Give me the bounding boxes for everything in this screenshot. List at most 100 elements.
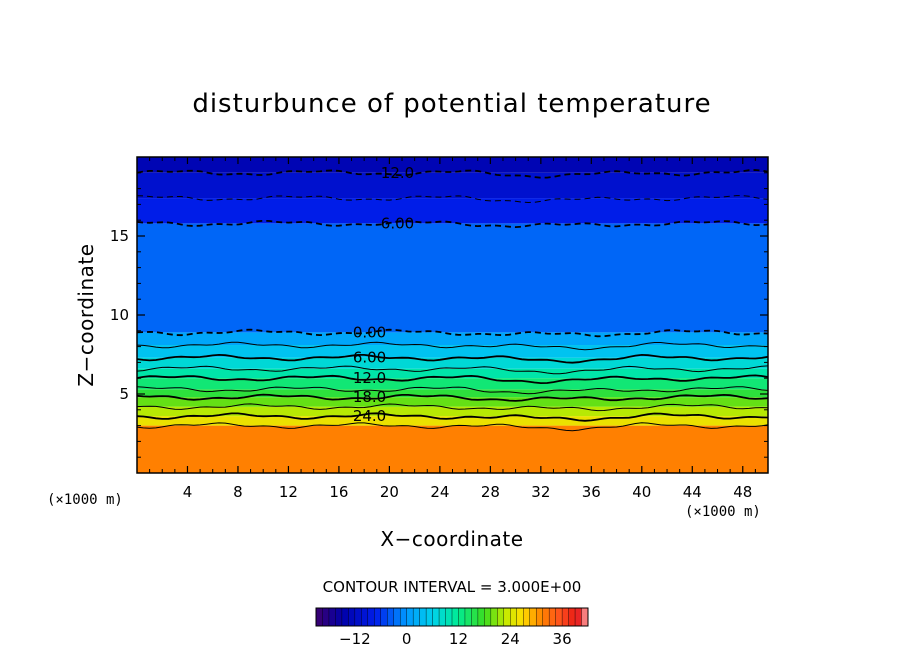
y-tick-label: 15: [110, 227, 129, 245]
contour-label: 0.00: [353, 323, 386, 341]
contour-band: [137, 406, 768, 417]
colorbar-bin: [535, 607, 544, 627]
contour-line: [137, 365, 768, 375]
colorbar-bin: [503, 607, 511, 627]
contour-label: 12.0: [353, 369, 386, 387]
plot-area: -12.0 -6.00 0.00 6.00 12.018.024.0: [136, 156, 769, 474]
x-tick-label: 44: [683, 483, 702, 501]
x-tick-label: 12: [279, 483, 298, 501]
colorbar-bin: [471, 607, 479, 627]
contour-label: 6.00: [353, 349, 386, 367]
colorbar-bin: [393, 607, 401, 627]
colorbar-tick-labels: −12 0 12 24 36: [339, 630, 572, 648]
y-axis-label: Z−coordinate: [74, 243, 98, 386]
contour-lines: [137, 169, 768, 432]
contour-line: [137, 195, 768, 204]
colorbar-bin: [484, 607, 492, 627]
x-tick-label: 20: [380, 483, 399, 501]
y-tick-label: 5: [119, 385, 129, 403]
y-axis-ticks: 5 10 15: [110, 172, 768, 458]
colorbar: [315, 607, 589, 627]
colorbar-bin: [445, 607, 453, 627]
colorbar-tick-label: 24: [501, 630, 520, 648]
colorbar-bin: [419, 607, 427, 627]
x-tick-label: 24: [430, 483, 449, 501]
contour-label: -12.0: [375, 164, 414, 182]
colorbar-bin: [581, 607, 589, 627]
x-tick-label: 32: [531, 483, 550, 501]
chart-title: disturbunce of potential temperature: [192, 89, 711, 119]
colorbar-bin: [477, 607, 485, 627]
x-axis-label: X−coordinate: [380, 527, 523, 551]
colorbar-bin: [425, 607, 434, 627]
contour-band: [137, 357, 768, 369]
x-axis-unit: (×1000 m): [685, 504, 761, 520]
contour-band: [137, 397, 768, 407]
contour-label: -6.00: [375, 214, 414, 232]
contour-band: [137, 416, 768, 426]
colorbar-bin: [529, 607, 537, 627]
colorbar-bin: [490, 607, 498, 627]
colorbar-bin: [315, 607, 323, 627]
x-tick-label: 8: [233, 483, 243, 501]
contour-band: [137, 223, 768, 333]
colorbar-bin: [542, 607, 550, 627]
contour-band: [137, 345, 768, 358]
colorbar-bin: [348, 607, 356, 627]
colorbar-bin: [574, 607, 583, 627]
color-bands: [137, 157, 768, 473]
colorbar-bin: [328, 607, 336, 627]
colorbar-bin: [322, 607, 330, 627]
x-tick-label: 48: [733, 483, 752, 501]
contour-line: [137, 353, 768, 364]
colorbar-bin: [412, 607, 421, 627]
colorbar-bin: [568, 607, 576, 627]
contour-band: [137, 198, 768, 224]
colorbar-bin: [451, 607, 459, 627]
contour-line: [137, 169, 768, 179]
contour-band: [137, 368, 768, 379]
y-axis-unit: (×1000 m): [47, 492, 123, 508]
colorbar-bin: [367, 607, 375, 627]
x-tick-label: 36: [582, 483, 601, 501]
colorbar-bin: [341, 607, 349, 627]
contour-line: [137, 393, 768, 402]
colorbar-bin: [555, 607, 563, 627]
colorbar-bin: [438, 607, 447, 627]
x-tick-label: 40: [632, 483, 651, 501]
colorbar-bin: [561, 607, 570, 627]
contour-band: [137, 378, 768, 390]
colorbar-bin: [387, 607, 395, 627]
colorbar-bin: [458, 607, 466, 627]
contour-band: [137, 389, 768, 398]
x-tick-label: 28: [481, 483, 500, 501]
colorbar-tick-label: 12: [449, 630, 468, 648]
contour-band: [137, 425, 768, 473]
contour-interval-text: CONTOUR INTERVAL = 3.000E+00: [323, 578, 582, 596]
contour-labels: -12.0 -6.00 0.00 6.00 12.018.024.0: [353, 164, 414, 425]
contour-line: [137, 422, 768, 432]
contour-line: [137, 219, 768, 229]
colorbar-bin: [523, 607, 531, 627]
colorbar-bin: [516, 607, 524, 627]
contour-line: [137, 341, 768, 351]
colorbar-bin: [497, 607, 505, 627]
colorbar-bin: [354, 607, 362, 627]
colorbar-frame: [315, 607, 589, 627]
colorbar-bin: [399, 607, 408, 627]
colorbar-bin: [335, 607, 343, 627]
x-axis-ticks: 4 8 12 16 20 24 28 32 36 40 44 48: [149, 157, 756, 501]
y-tick-label: 10: [110, 306, 129, 324]
contour-line: [137, 386, 768, 395]
colorbar-bin: [464, 607, 472, 627]
contour-line: [137, 328, 768, 338]
contour-line: [137, 374, 768, 385]
contour-label: 18.0: [353, 388, 386, 406]
colorbar-bin: [380, 607, 388, 627]
colorbar-bin: [361, 607, 369, 627]
contour-band: [137, 157, 768, 173]
colorbar-tick-label: 0: [402, 630, 412, 648]
x-tick-label: 4: [183, 483, 193, 501]
colorbar-tick-label: −12: [339, 630, 371, 648]
